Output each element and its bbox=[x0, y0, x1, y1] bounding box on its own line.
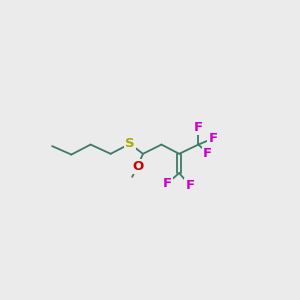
Text: S: S bbox=[125, 137, 135, 150]
Text: F: F bbox=[208, 132, 217, 145]
Text: F: F bbox=[194, 121, 203, 134]
Text: O: O bbox=[132, 160, 143, 172]
Text: F: F bbox=[185, 179, 194, 192]
Text: F: F bbox=[163, 177, 172, 190]
Text: F: F bbox=[203, 146, 212, 160]
